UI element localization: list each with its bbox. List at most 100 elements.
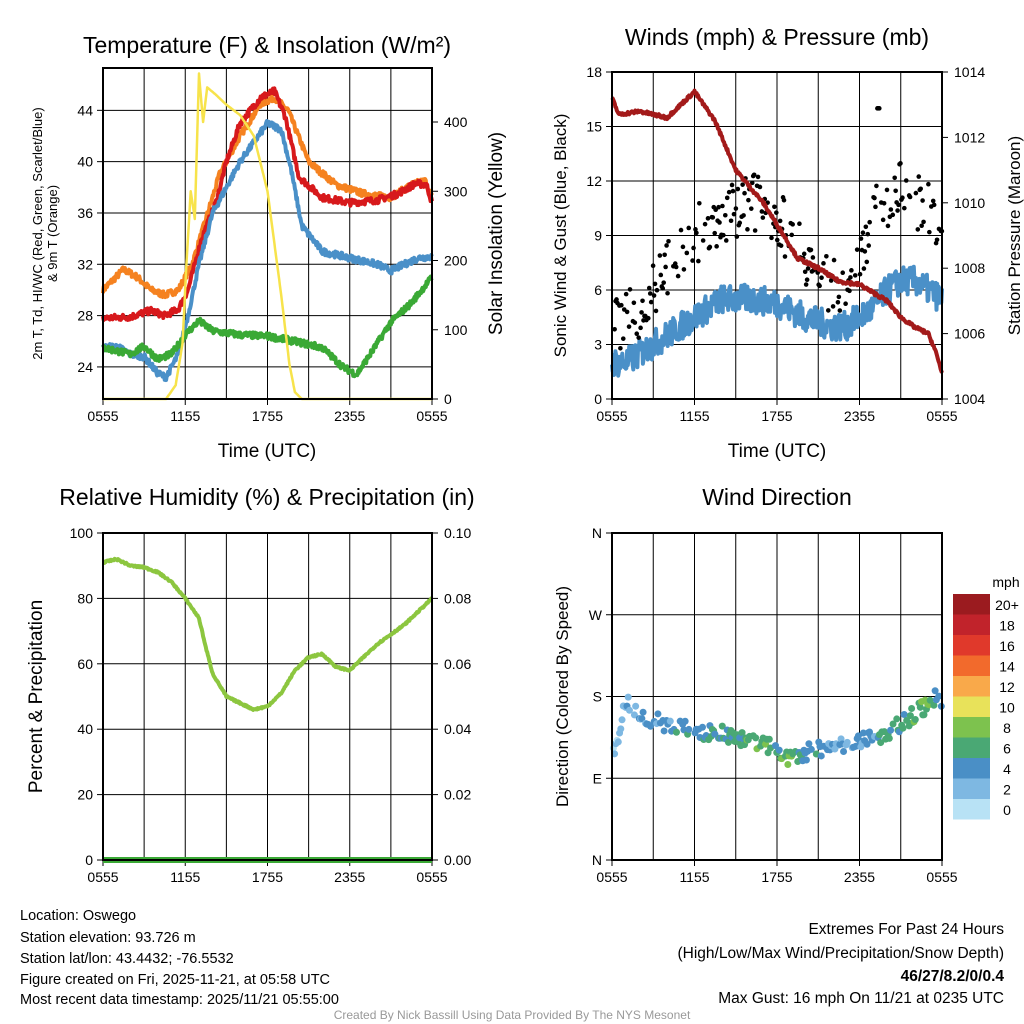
gust-point xyxy=(858,236,864,241)
direction-point xyxy=(718,722,726,730)
gust-point xyxy=(735,186,741,192)
legend-swatch xyxy=(953,655,990,676)
y-tick-label: 20 xyxy=(77,787,93,803)
legend-label: 10 xyxy=(999,700,1015,716)
direction-point xyxy=(672,728,680,736)
y-axis-label: 2m T, Td, HI/WC (Red, Green, Scarlet/Blu… xyxy=(30,107,45,359)
gust-point xyxy=(817,283,822,289)
direction-point xyxy=(685,725,693,733)
direction-point xyxy=(920,711,928,719)
gust-point xyxy=(755,174,761,180)
direction-point xyxy=(752,734,760,742)
gust-point xyxy=(662,252,667,258)
gust-point xyxy=(660,286,666,291)
extremes-values: 46/27/8.2/0/0.4 xyxy=(901,968,1005,985)
gust-point xyxy=(843,301,848,306)
gust-point xyxy=(752,228,758,233)
y-tick-label: 6 xyxy=(594,282,602,298)
y-right-tick-label: 100 xyxy=(444,322,468,338)
gust-point xyxy=(777,218,783,224)
direction-point xyxy=(903,716,911,724)
legend-label: 8 xyxy=(1003,720,1011,736)
gust-point xyxy=(653,308,659,314)
gust-point xyxy=(863,224,869,230)
panel-title: Winds (mph) & Pressure (mb) xyxy=(625,24,929,50)
direction-point xyxy=(908,705,916,713)
gust-point xyxy=(658,272,664,278)
y-tick-label: 60 xyxy=(77,656,93,672)
x-tick-label: 0555 xyxy=(926,869,957,885)
y-right-tick-label: 0.04 xyxy=(444,721,471,737)
gust-point xyxy=(774,237,780,243)
y-tick-label: N xyxy=(592,525,602,541)
gust-point xyxy=(723,212,728,218)
x-axis-label: Time (UTC) xyxy=(728,441,827,462)
gust-point xyxy=(915,227,921,232)
direction-point xyxy=(877,739,885,747)
temperature-panel: Temperature (F) & Insolation (W/m²) 24 28 3… xyxy=(30,32,507,462)
direction-point xyxy=(889,720,897,728)
direction-point xyxy=(630,711,638,719)
x-tick-label: 1755 xyxy=(761,408,792,424)
latlon-text: Station lat/lon: 43.4432; -76.5532 xyxy=(20,951,234,967)
legend-swatch xyxy=(953,614,990,635)
gust-point xyxy=(848,275,853,280)
legend-swatch xyxy=(953,799,990,820)
winds-panel: Winds (mph) & Pressure (mb) 0 3 6 9 12 15 18 100… xyxy=(551,24,1024,462)
gust-point xyxy=(745,227,750,232)
gust-point xyxy=(831,257,837,263)
gust-point xyxy=(740,182,745,187)
gust-point xyxy=(657,253,663,258)
gust-point xyxy=(772,204,777,210)
gust-point xyxy=(697,201,702,206)
panel-title: Temperature (F) & Insolation (W/m²) xyxy=(83,32,451,58)
direction-point xyxy=(911,715,919,723)
gust-point xyxy=(895,208,900,213)
gust-point xyxy=(819,275,824,281)
gust-point xyxy=(647,291,653,296)
y-tick-label: N xyxy=(592,852,602,868)
x-tick-label: 1155 xyxy=(170,869,200,885)
y-axis-label: Sonic Wind & Gust (Blue, Black) xyxy=(551,114,570,358)
gust-point xyxy=(746,197,751,203)
plot-frame xyxy=(611,532,943,861)
y-tick-label: 15 xyxy=(586,119,602,135)
gust-point xyxy=(803,282,809,287)
gust-point xyxy=(840,270,846,275)
direction-point xyxy=(916,703,924,711)
series-line-relative-humidity xyxy=(101,556,434,712)
footer-right: Extremes For Past 24 Hours (High/Low/Max… xyxy=(678,921,1005,1007)
y-tick-label: 18 xyxy=(586,64,602,80)
extremes-subtitle: (High/Low/Max Wind/Precipitation/Snow De… xyxy=(678,945,1005,962)
gust-point xyxy=(896,202,901,208)
gust-point xyxy=(721,232,726,238)
gust-point xyxy=(877,106,882,111)
plot-frame xyxy=(102,532,433,861)
humidity-panel: Relative Humidity (%) & Precipitation (i… xyxy=(26,484,475,885)
x-tick-label: 0555 xyxy=(596,869,627,885)
legend-label: 2 xyxy=(1003,782,1011,798)
gust-point xyxy=(714,244,719,249)
series-line-station-pressure xyxy=(610,88,944,374)
y-right-tick-label: 0.02 xyxy=(444,787,471,803)
y-right-tick-label: 200 xyxy=(444,253,468,269)
y-axis-label: & 9m T (Orange) xyxy=(45,185,60,282)
gust-point xyxy=(861,266,867,271)
direction-point xyxy=(805,740,813,748)
legend-label: 20+ xyxy=(995,597,1019,613)
legend-swatch xyxy=(953,594,990,615)
y-right-axis-label: Station Pressure (Maroon) xyxy=(1005,136,1024,335)
series-line-td xyxy=(101,274,434,379)
direction-point xyxy=(899,724,907,732)
legend-label: 14 xyxy=(999,659,1015,675)
gust-point xyxy=(903,178,909,183)
gust-point xyxy=(880,217,886,223)
gust-point xyxy=(847,288,852,294)
gust-point xyxy=(626,324,632,329)
gust-point xyxy=(865,231,871,237)
gust-point xyxy=(742,190,747,196)
gust-point xyxy=(857,271,863,277)
x-tick-label: 2355 xyxy=(844,869,875,885)
gust-point xyxy=(916,174,922,179)
direction-point xyxy=(724,738,732,746)
